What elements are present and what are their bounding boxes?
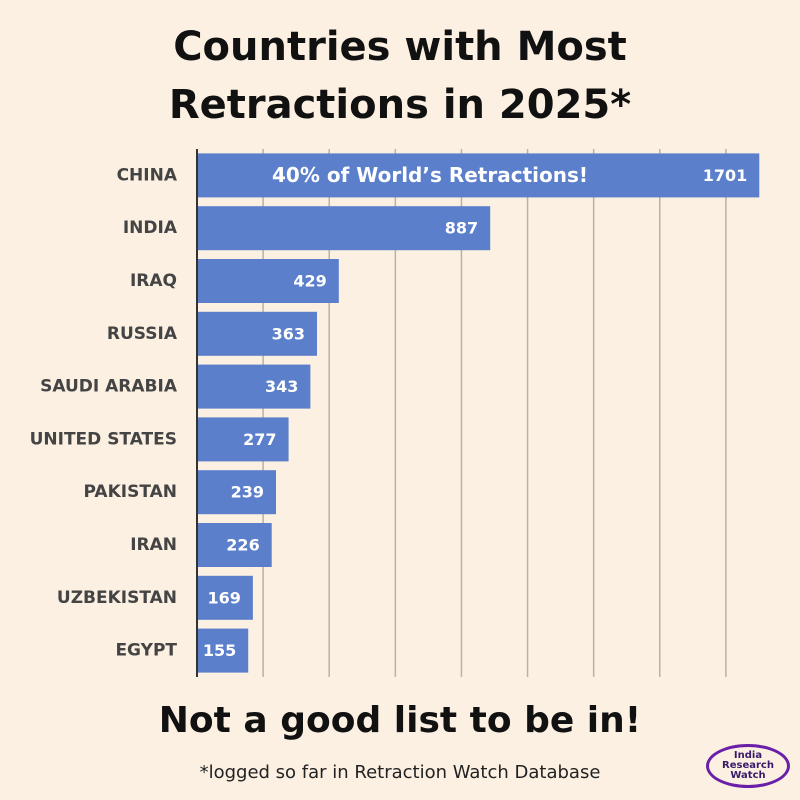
bar [197,523,272,567]
bar [197,311,317,356]
bar [197,206,491,251]
y-tick-label: PAKISTAN [84,482,177,502]
bar [197,364,311,409]
value-label: 226 [226,536,259,555]
y-tick-label: INDIA [123,218,178,238]
value-label: 155 [203,641,236,660]
value-label: 169 [207,588,240,607]
value-label: 1701 [703,166,748,185]
bar [197,575,253,620]
footnote: *logged so far in Retraction Watch Datab… [199,762,601,783]
y-tick-label: CHINA [117,165,178,185]
bar [197,417,289,462]
chart-title: Countries with Most Retractions in 2025* [168,24,632,128]
bar [197,470,277,515]
value-label: 363 [272,324,305,343]
bar [197,259,339,303]
y-tick-label: UNITED STATES [30,429,177,449]
y-tick-label: EGYPT [115,641,177,661]
y-tick-label: SAUDI ARABIA [40,377,178,397]
y-tick-label: IRAN [130,535,177,555]
subtitle: Not a good list to be in! [158,700,642,741]
value-label: 239 [231,483,264,502]
bar [197,628,249,673]
bar [197,153,760,198]
value-label: 277 [243,430,276,449]
annotation: 40% of World’s Retractions! [272,163,588,187]
y-tick-label: RUSSIA [107,324,178,344]
chart: CHINA 1701 INDIA 887 IRAQ 429 RUSSIA 363 SAUDI A… [30,149,760,677]
value-label: 429 [293,272,326,291]
logo: India Research Watch [706,744,790,788]
y-tick-label: IRAQ [130,271,177,291]
value-label: 887 [445,219,478,238]
y-tick-label: UZBEKISTAN [57,588,177,608]
value-label: 343 [265,377,298,396]
